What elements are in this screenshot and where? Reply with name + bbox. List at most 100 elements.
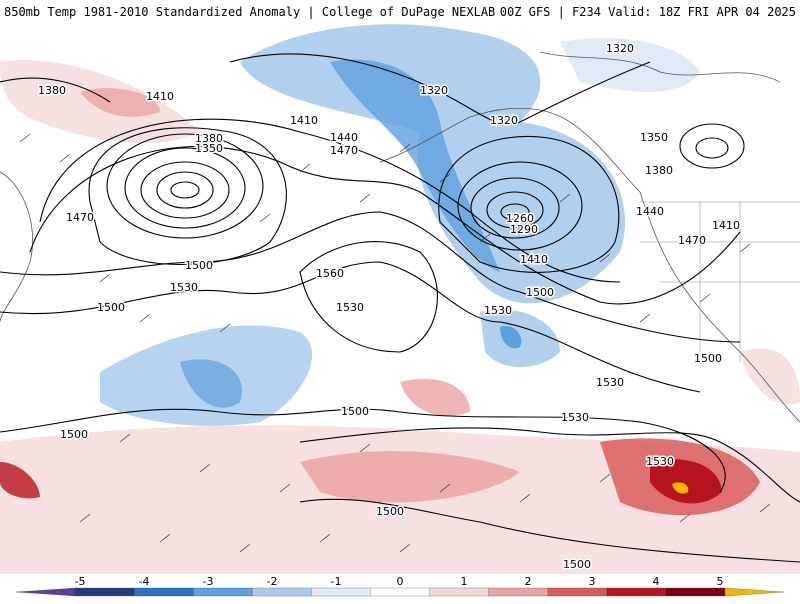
contour-label: 1470 — [678, 234, 706, 247]
colorbar-segment — [134, 587, 194, 597]
warm-anomaly-max — [672, 482, 689, 494]
colorbar-tick: -4 — [138, 575, 150, 588]
contour-w-4 — [106, 133, 264, 239]
warm-anomaly-west — [0, 462, 40, 499]
coastline-alaska — [379, 107, 641, 193]
colorbar-segment — [429, 587, 490, 597]
state-borders — [640, 201, 800, 362]
contour-label: 1530 — [484, 304, 512, 317]
low-center-east — [500, 203, 530, 221]
contour-label: 1440 — [636, 205, 664, 218]
contour-1470-main — [29, 145, 741, 305]
anomaly-colorbar: -5 -4 -3 -2 -1 0 1 2 3 4 5 — [0, 574, 800, 600]
contour-w-3 — [124, 147, 246, 229]
contour-label: 1380 — [38, 84, 66, 97]
warm-anomaly-east-coast — [740, 348, 800, 405]
colorbar-tick: 2 — [524, 575, 532, 588]
wind-barb-cluster — [19, 133, 771, 553]
colorbar-segment — [311, 587, 372, 597]
contour-label: 1500 — [60, 428, 88, 441]
contour-label: 1290 — [510, 223, 538, 236]
contour-label: 1410 — [146, 90, 174, 103]
contour-label: 1380 — [645, 164, 673, 177]
contour-1500-main — [0, 211, 741, 343]
contour-1500-south — [0, 408, 726, 493]
cold-anomaly-areas — [100, 24, 700, 426]
colorbar-tick: -5 — [74, 575, 86, 588]
weather-map[interactable]: 1380 1410 1380 1350 1470 1410 1440 1470 … — [0, 22, 800, 574]
contour-label: 1380 — [195, 132, 223, 145]
cold-anomaly-pacific-core — [180, 359, 242, 408]
colorbar-segment — [193, 587, 253, 597]
contour-label: 1320 — [420, 84, 448, 97]
warm-anomaly-areas — [0, 60, 800, 574]
contour-label: 1470 — [330, 144, 358, 157]
cold-anomaly-north — [560, 38, 700, 92]
colorbar-segments — [15, 587, 785, 597]
contour-label: 1560 — [316, 267, 344, 280]
contour-label: 1350 — [195, 142, 223, 155]
contour-label: 1530 — [336, 301, 364, 314]
colorbar-segment — [74, 587, 135, 597]
colorbar-segment — [370, 587, 431, 597]
colorbar-tick: -2 — [266, 575, 278, 588]
colorbar-segment — [665, 587, 726, 597]
contour-label: 1530 — [646, 455, 674, 468]
contour-w-1 — [156, 171, 214, 209]
colorbar-tick: 0 — [396, 575, 404, 588]
contour-label-group: 1380 1410 1380 1350 1470 1410 1440 1470 … — [37, 41, 742, 573]
colorbar-svg — [15, 587, 785, 597]
contour-1560 — [299, 241, 438, 353]
warm-anomaly-southeast-core — [650, 459, 722, 504]
colorbar-tick: 1 — [460, 575, 468, 588]
colorbar-tick: 3 — [588, 575, 596, 588]
contour-e-1 — [486, 191, 544, 229]
map-canvas: 1380 1410 1380 1350 1470 1410 1440 1470 … — [0, 24, 800, 574]
colorbar-tick: 5 — [716, 575, 724, 588]
height-contours — [0, 53, 800, 563]
model-run-info: 00Z GFS | F234 Valid: 18Z FRI APR 04 202… — [499, 5, 796, 19]
contour-label: 1530 — [170, 281, 198, 294]
low-center-west — [170, 181, 200, 199]
contour-label: 1530 — [596, 376, 624, 389]
colorbar-tick: -3 — [202, 575, 214, 588]
coastline-asia — [0, 171, 34, 323]
contour-label: 1470 — [66, 211, 94, 224]
contour-e-2 — [470, 177, 560, 239]
contour-1320 — [229, 53, 651, 126]
colorbar-segment — [15, 587, 76, 597]
colorbar-segment — [724, 587, 785, 597]
contour-label: 1350 — [640, 131, 668, 144]
contour-label: 1440 — [330, 131, 358, 144]
contour-label: 1500 — [694, 352, 722, 365]
colorbar-segment — [488, 587, 549, 597]
contour-label: 1320 — [490, 114, 518, 127]
colorbar-segment — [547, 587, 608, 597]
contour-label: 1260 — [506, 212, 534, 225]
contour-label: 1410 — [290, 114, 318, 127]
contour-1380 — [0, 77, 111, 103]
low-center-ne — [695, 137, 729, 159]
contour-label: 1410 — [712, 219, 740, 232]
wind-barbs — [19, 133, 771, 553]
colorbar-segment — [252, 587, 313, 597]
coastline-north — [539, 51, 781, 83]
contour-w-2 — [140, 161, 230, 219]
contour-e-4 — [438, 135, 620, 273]
contour-label: 1500 — [563, 558, 591, 571]
contour-label: 1500 — [341, 405, 369, 418]
contour-1410-main — [39, 118, 621, 283]
contour-label: 1500 — [376, 505, 404, 518]
colorbar-tick: 4 — [652, 575, 660, 588]
warm-anomaly-center — [400, 378, 470, 416]
contour-label: 1320 — [606, 42, 634, 55]
colorbar-tick: -1 — [330, 575, 342, 588]
coastlines — [0, 51, 800, 423]
contour-label: 1530 — [561, 411, 589, 424]
contour-label: 1500 — [185, 259, 213, 272]
contour-label: 1500 — [97, 301, 125, 314]
contour-1530-south — [299, 427, 800, 503]
cold-anomaly-east-core — [500, 326, 522, 349]
contour-1500-bottom — [299, 498, 800, 563]
contour-label: 1500 — [526, 286, 554, 299]
